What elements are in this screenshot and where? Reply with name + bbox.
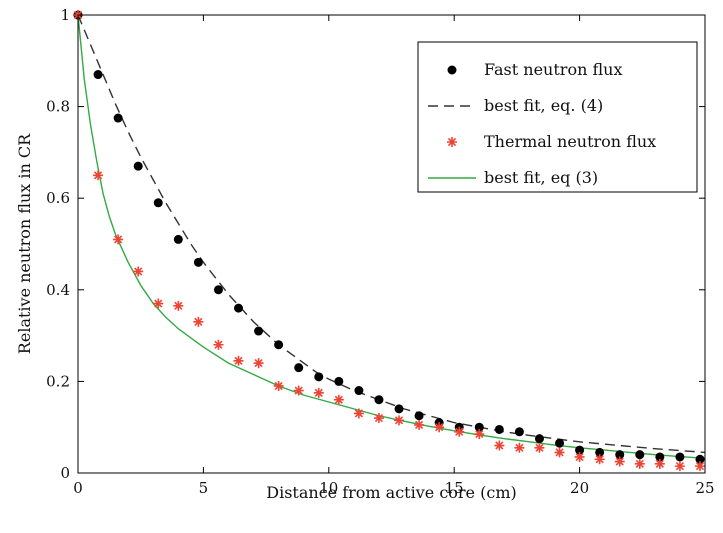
x-tick-label: 20: [570, 479, 589, 497]
thermal-flux-point: [113, 234, 124, 245]
y-tick-label: 0.8: [46, 98, 70, 116]
thermal-flux-point: [273, 380, 284, 391]
fast-flux-point: [514, 427, 524, 437]
x-tick-label: 0: [73, 479, 83, 497]
fast-flux-point: [394, 404, 404, 414]
fast-flux-point: [414, 411, 424, 421]
y-tick-label: 0.4: [46, 281, 70, 299]
fast-flux-point: [354, 386, 364, 396]
thermal-flux-point: [233, 355, 244, 366]
thermal-flux-point: [554, 447, 565, 458]
x-tick-label: 10: [319, 479, 338, 497]
thermal-flux-point: [454, 426, 465, 437]
fast-flux-point: [374, 395, 384, 405]
thermal-flux-point: [534, 442, 545, 453]
thermal-flux-point: [293, 385, 304, 396]
fast-flux-point: [494, 424, 504, 434]
y-tick-label: 1: [60, 6, 70, 24]
thermal-flux-point: [414, 419, 425, 430]
legend-box: [417, 41, 698, 193]
fast-flux-point: [133, 161, 143, 171]
thermal-flux-point: [333, 394, 344, 405]
thermal-flux-point: [353, 408, 364, 419]
thermal-flux-point: [514, 442, 525, 453]
thermal-flux-point: [614, 456, 625, 467]
thermal-flux-point: [133, 266, 144, 277]
thermal-flux-point: [193, 316, 204, 327]
fast-flux-point: [193, 257, 203, 267]
fast-flux-point: [93, 70, 103, 80]
thermal-flux-point: [313, 387, 324, 398]
legend: Fast neutron flux best fit, eq. (4) Therma…: [417, 41, 698, 193]
fast-flux-point: [234, 303, 244, 313]
thermal-flux-point: [574, 451, 585, 462]
series-line-3: [77, 14, 706, 460]
fast-flux-point: [334, 376, 344, 386]
fast-flux-point: [113, 113, 123, 123]
fast-flux-point: [595, 447, 605, 457]
thermal-flux-point: [694, 461, 705, 472]
thermal-flux-point: [434, 422, 445, 433]
fast-flux-point: [695, 454, 705, 464]
fast-flux-point: [314, 372, 324, 382]
plot-frame: [77, 14, 706, 474]
legend-label-2: Thermal neutron flux: [484, 132, 656, 151]
thermal-flux-point: [394, 415, 405, 426]
thermal-flux-point: [253, 358, 264, 369]
ticks-layer: 0 5 10 15 20 25 0 0.2 0.4 0.6 0.8 1: [46, 6, 714, 497]
thermal-flux-point: [153, 298, 164, 309]
legend-label-3: best fit, eq (3): [484, 168, 598, 187]
thermal-flux-point: [474, 429, 485, 440]
x-tick-label: 25: [695, 479, 714, 497]
legend-items: Fast neutron flux best fit, eq. (4) Therma…: [428, 60, 656, 187]
legend-label-0: Fast neutron flux: [484, 60, 622, 79]
y-tick-label: 0: [60, 464, 70, 482]
fast-flux-point: [153, 198, 163, 208]
fast-flux-point: [675, 452, 685, 462]
fast-flux-point: [213, 285, 223, 295]
fast-flux-point: [294, 363, 304, 373]
fast-flux-point: [615, 450, 625, 460]
legend-label-1: best fit, eq. (4): [484, 96, 603, 115]
thermal-flux-point: [93, 170, 104, 181]
thermal-flux-point: [634, 458, 645, 469]
fast-flux-point: [173, 234, 183, 244]
thermal-flux-point: [173, 300, 184, 311]
fast-flux-point: [474, 422, 484, 432]
fast-flux-point: [635, 450, 645, 460]
y-tick-label: 0.2: [46, 372, 70, 390]
fast-flux-point: [575, 445, 585, 455]
fast-flux-point: [555, 438, 565, 448]
thermal-flux-point: [654, 458, 665, 469]
thermal-flux-point: [213, 339, 224, 350]
x-tick-label: 15: [445, 479, 464, 497]
y-axis-label: Relative neutron flux in CR: [15, 133, 34, 354]
series-layer: [73, 10, 706, 472]
thermal-flux-point: [373, 413, 384, 424]
fast-flux-point: [534, 434, 544, 444]
y-tick-label: 0.6: [46, 189, 70, 207]
legend-thermal-flux-marker: [447, 137, 457, 147]
thermal-flux-point: [674, 461, 685, 472]
fast-flux-point: [274, 340, 284, 350]
thermal-flux-point: [494, 440, 505, 451]
fast-flux-point: [254, 326, 264, 336]
x-tick-label: 5: [199, 479, 209, 497]
x-axis-label: Distance from active core (cm): [266, 483, 516, 502]
fast-flux-point: [655, 452, 665, 462]
thermal-flux-point: [594, 454, 605, 465]
legend-fast-flux-marker: [447, 65, 457, 75]
